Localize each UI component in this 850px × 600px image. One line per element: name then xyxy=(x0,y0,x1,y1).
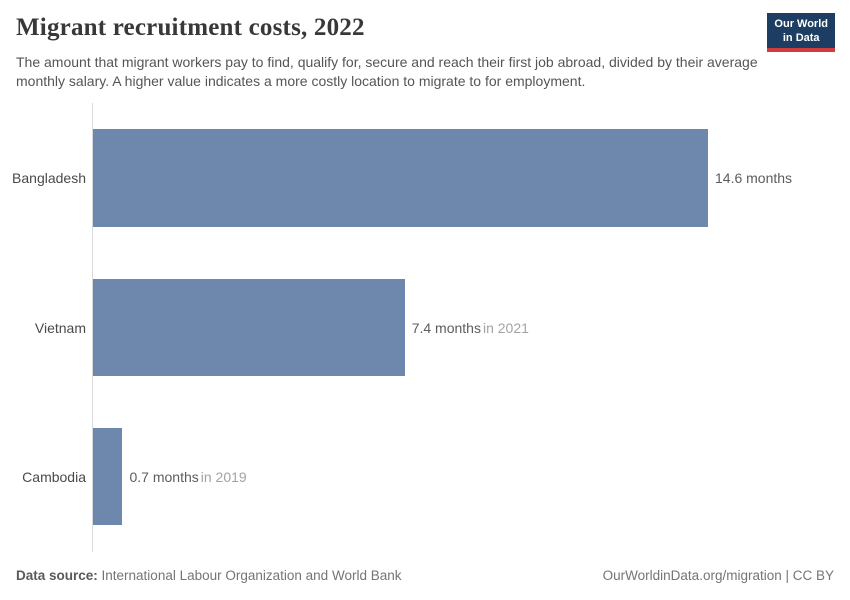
bar xyxy=(93,428,123,525)
bar-value-label: 14.6 months xyxy=(715,129,794,227)
bar-value-text: 7.4 months xyxy=(411,319,481,336)
data-source-note: Data source: International Labour Organi… xyxy=(16,568,401,583)
chart-subtitle: The amount that migrant workers pay to f… xyxy=(16,54,758,90)
owid-logo-line1: Our World xyxy=(774,18,828,30)
owid-logo: Our World in Data xyxy=(767,13,835,53)
entity-label: Vietnam xyxy=(34,319,86,336)
bar-value-label: 0.7 months in 2019 xyxy=(129,428,246,525)
data-source-text: International Labour Organization and Wo… xyxy=(97,568,402,583)
y-axis-line xyxy=(92,103,93,552)
bar-value-text: 14.6 months xyxy=(715,170,793,186)
bar-row-bangladesh: Bangladesh 14.6 months xyxy=(0,129,850,227)
bar-year-note: in 2019 xyxy=(200,468,247,485)
bar-year-note: in 2021 xyxy=(482,319,529,336)
bar-value-text: 0.7 months xyxy=(129,468,199,485)
data-source-label: Data source: xyxy=(16,568,98,583)
owid-logo-line2: in Data xyxy=(782,32,820,45)
bar-row-vietnam: Vietnam 7.4 months in 2021 xyxy=(0,279,850,376)
bar xyxy=(93,129,708,227)
bar-value-label: 7.4 months in 2021 xyxy=(412,279,529,376)
footer-attribution: OurWorldinData.org/migration | CC BY xyxy=(602,568,834,583)
chart-title: Migrant recruitment costs, 2022 xyxy=(16,14,365,41)
chart-footer: Data source: International Labour Organi… xyxy=(0,568,850,583)
bar-row-cambodia: Cambodia 0.7 months in 2019 xyxy=(0,428,850,525)
bar xyxy=(93,279,405,376)
entity-label: Cambodia xyxy=(22,468,86,485)
entity-label: Bangladesh xyxy=(12,170,86,186)
